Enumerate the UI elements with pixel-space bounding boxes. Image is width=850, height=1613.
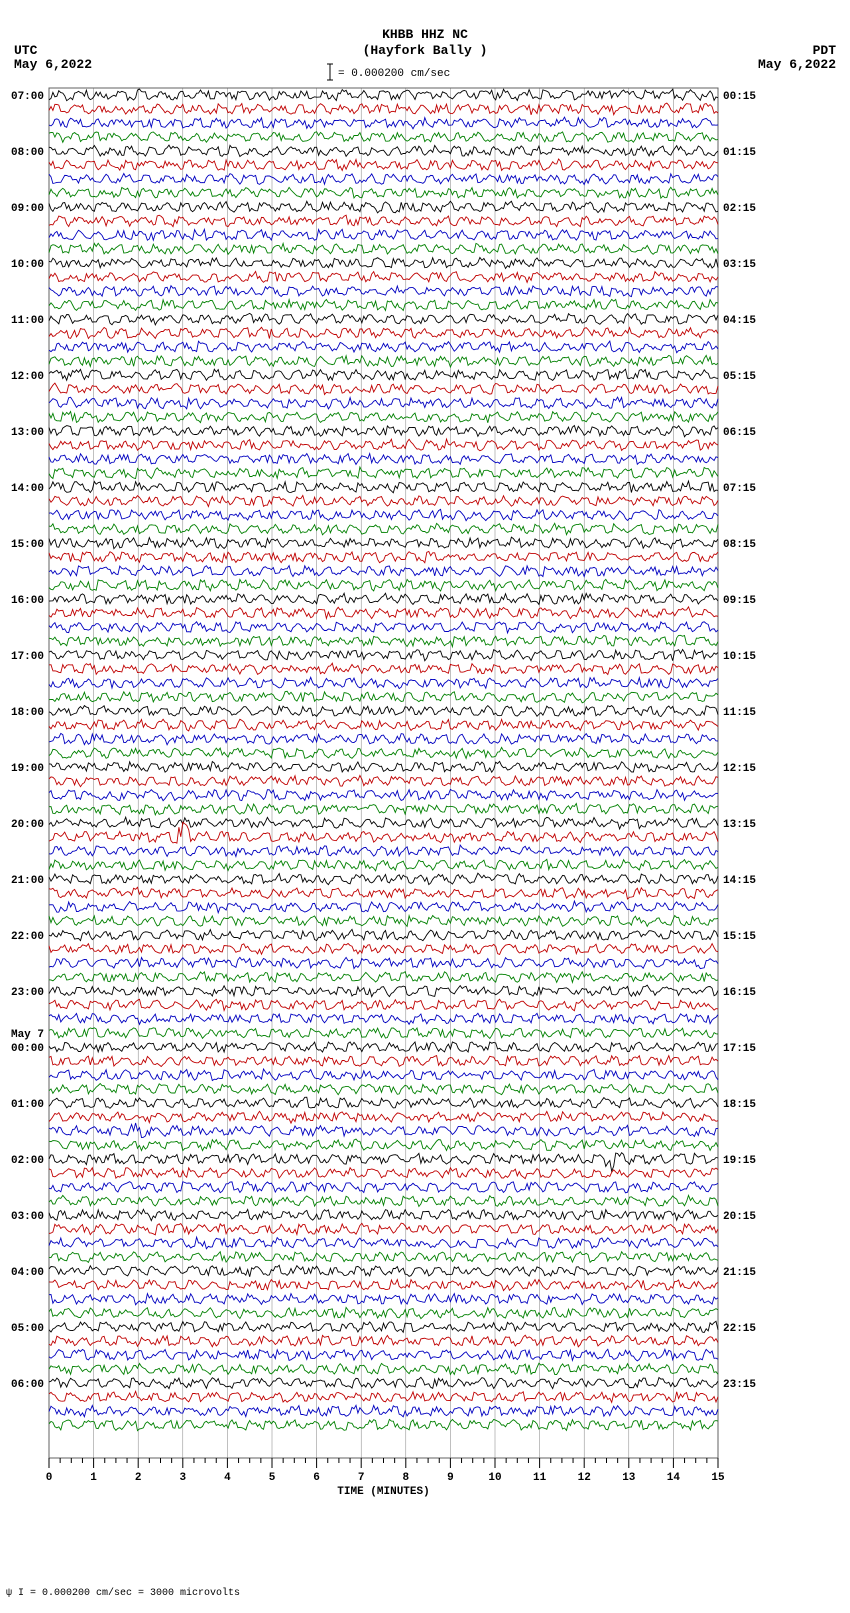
pdt-label: 04:15 xyxy=(723,315,756,327)
x-tick-label: 14 xyxy=(667,1472,681,1484)
x-tick-label: 6 xyxy=(313,1472,320,1484)
utc-label: 11:00 xyxy=(11,315,44,327)
utc-label: 20:00 xyxy=(11,819,44,831)
pdt-label: 23:15 xyxy=(723,1379,756,1391)
x-tick-label: 15 xyxy=(711,1472,725,1484)
tz-left: UTC xyxy=(14,43,38,58)
utc-label: 21:00 xyxy=(11,875,44,887)
utc-label: 08:00 xyxy=(11,147,44,159)
pdt-label: 22:15 xyxy=(723,1323,756,1335)
pdt-label: 11:15 xyxy=(723,707,756,719)
x-tick-label: 9 xyxy=(447,1472,454,1484)
pdt-label: 02:15 xyxy=(723,203,756,215)
pdt-label: 12:15 xyxy=(723,763,756,775)
utc-label: 02:00 xyxy=(11,1155,44,1167)
pdt-label: 18:15 xyxy=(723,1099,756,1111)
pdt-label: 07:15 xyxy=(723,483,756,495)
utc-label: 23:00 xyxy=(11,987,44,999)
day-label: May 7 xyxy=(11,1029,44,1041)
x-tick-label: 2 xyxy=(135,1472,142,1484)
utc-label: 19:00 xyxy=(11,763,44,775)
pdt-label: 05:15 xyxy=(723,371,756,383)
utc-label: 13:00 xyxy=(11,427,44,439)
pdt-label: 20:15 xyxy=(723,1211,756,1223)
station-code: KHBB HHZ NC xyxy=(382,27,468,42)
utc-label: 07:00 xyxy=(11,91,44,103)
x-tick-label: 10 xyxy=(488,1472,501,1484)
x-tick-label: 3 xyxy=(179,1472,186,1484)
station-name: (Hayfork Bally ) xyxy=(363,43,488,58)
x-tick-label: 5 xyxy=(269,1472,276,1484)
utc-label: 05:00 xyxy=(11,1323,44,1335)
date-right: May 6,2022 xyxy=(758,57,836,72)
pdt-label: 08:15 xyxy=(723,539,756,551)
x-tick-label: 11 xyxy=(533,1472,547,1484)
pdt-label: 19:15 xyxy=(723,1155,756,1167)
pdt-label: 10:15 xyxy=(723,651,756,663)
pdt-label: 13:15 xyxy=(723,819,756,831)
pdt-label: 15:15 xyxy=(723,931,756,943)
x-tick-label: 12 xyxy=(578,1472,591,1484)
pdt-label: 21:15 xyxy=(723,1267,756,1279)
utc-label: 17:00 xyxy=(11,651,44,663)
utc-label: 03:00 xyxy=(11,1211,44,1223)
x-tick-label: 4 xyxy=(224,1472,231,1484)
pdt-label: 16:15 xyxy=(723,987,756,999)
footer-note: ψ I = 0.000200 cm/sec = 3000 microvolts xyxy=(6,1587,240,1599)
date-left: May 6,2022 xyxy=(14,57,92,72)
x-axis-label: TIME (MINUTES) xyxy=(337,1486,429,1498)
utc-label: 10:00 xyxy=(11,259,44,271)
utc-label: 16:00 xyxy=(11,595,44,607)
scale-text: = 0.000200 cm/sec xyxy=(338,68,450,80)
x-tick-label: 1 xyxy=(90,1472,97,1484)
x-tick-label: 13 xyxy=(622,1472,636,1484)
utc-label: 18:00 xyxy=(11,707,44,719)
utc-label: 06:00 xyxy=(11,1379,44,1391)
utc-label: 01:00 xyxy=(11,1099,44,1111)
utc-label: 15:00 xyxy=(11,539,44,551)
utc-label: 22:00 xyxy=(11,931,44,943)
x-tick-label: 8 xyxy=(402,1472,409,1484)
seismogram: KHBB HHZ NC(Hayfork Bally )UTCMay 6,2022… xyxy=(0,0,850,1613)
x-tick-label: 7 xyxy=(358,1472,365,1484)
pdt-label: 14:15 xyxy=(723,875,756,887)
utc-label: 04:00 xyxy=(11,1267,44,1279)
pdt-label: 01:15 xyxy=(723,147,756,159)
tz-right: PDT xyxy=(813,43,837,58)
pdt-label: 00:15 xyxy=(723,91,756,103)
utc-label: 14:00 xyxy=(11,483,44,495)
utc-label: 09:00 xyxy=(11,203,44,215)
pdt-label: 06:15 xyxy=(723,427,756,439)
pdt-label: 03:15 xyxy=(723,259,756,271)
x-tick-label: 0 xyxy=(46,1472,53,1484)
utc-label: 00:00 xyxy=(11,1043,44,1055)
pdt-label: 09:15 xyxy=(723,595,756,607)
utc-label: 12:00 xyxy=(11,371,44,383)
pdt-label: 17:15 xyxy=(723,1043,756,1055)
